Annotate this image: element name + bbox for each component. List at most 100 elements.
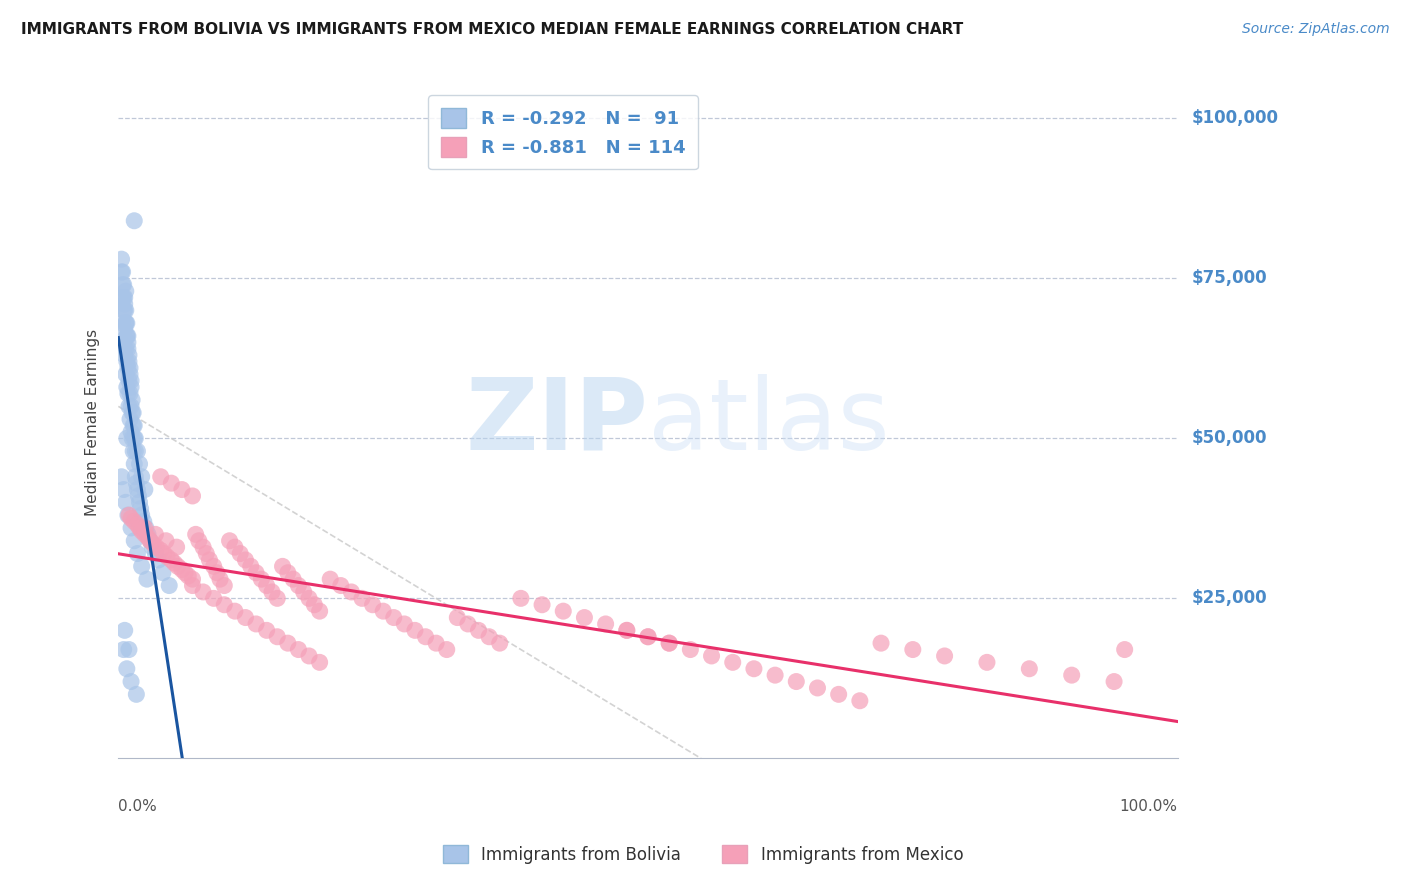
Point xyxy=(134,521,156,535)
Point xyxy=(117,342,139,356)
Point xyxy=(181,572,204,586)
Point xyxy=(122,418,145,433)
Point xyxy=(114,624,136,638)
Point xyxy=(287,578,309,592)
Point xyxy=(142,537,165,551)
Point xyxy=(110,265,132,279)
Point xyxy=(271,559,294,574)
Point xyxy=(115,354,138,368)
Point xyxy=(849,694,872,708)
Point xyxy=(128,495,150,509)
Point xyxy=(298,591,321,606)
Point xyxy=(120,380,142,394)
Point xyxy=(239,559,262,574)
Point xyxy=(553,604,575,618)
Point xyxy=(131,508,153,523)
Point xyxy=(124,469,146,483)
Text: 100.0%: 100.0% xyxy=(1119,798,1178,814)
Point xyxy=(120,425,142,439)
Point xyxy=(1102,674,1125,689)
Point xyxy=(118,361,141,376)
Point xyxy=(118,354,141,368)
Point xyxy=(152,566,174,580)
Point xyxy=(166,540,188,554)
Point xyxy=(114,495,136,509)
Point xyxy=(191,585,214,599)
Point xyxy=(637,630,659,644)
Point xyxy=(121,406,143,420)
Text: IMMIGRANTS FROM BOLIVIA VS IMMIGRANTS FROM MEXICO MEDIAN FEMALE EARNINGS CORRELA: IMMIGRANTS FROM BOLIVIA VS IMMIGRANTS FR… xyxy=(21,22,963,37)
Point xyxy=(205,566,228,580)
Point xyxy=(134,527,156,541)
Point xyxy=(112,642,135,657)
Point xyxy=(111,316,134,330)
Point xyxy=(163,556,186,570)
Point xyxy=(114,291,136,305)
Point xyxy=(245,566,267,580)
Point xyxy=(166,559,188,574)
Point xyxy=(281,572,304,586)
Point xyxy=(129,501,152,516)
Point xyxy=(277,566,299,580)
Point xyxy=(218,533,240,548)
Point xyxy=(120,374,142,388)
Point xyxy=(117,335,139,350)
Point xyxy=(742,662,765,676)
Point xyxy=(134,483,156,497)
Point xyxy=(118,348,141,362)
Point xyxy=(658,636,681,650)
Point xyxy=(976,656,998,670)
Point xyxy=(373,604,395,618)
Point xyxy=(224,604,246,618)
Point xyxy=(122,431,145,445)
Point xyxy=(132,515,155,529)
Point xyxy=(128,521,150,535)
Point xyxy=(157,578,180,592)
Point xyxy=(122,418,145,433)
Point xyxy=(700,648,723,663)
Point xyxy=(131,524,153,538)
Point xyxy=(118,368,141,382)
Point xyxy=(319,572,342,586)
Point xyxy=(181,489,204,503)
Point xyxy=(117,508,139,523)
Point xyxy=(114,316,136,330)
Point xyxy=(112,483,135,497)
Text: $100,000: $100,000 xyxy=(1191,110,1278,128)
Point xyxy=(118,642,141,657)
Point xyxy=(277,636,299,650)
Point xyxy=(806,681,828,695)
Point xyxy=(110,469,132,483)
Point xyxy=(616,624,638,638)
Point xyxy=(115,329,138,343)
Point xyxy=(195,547,218,561)
Point xyxy=(214,598,236,612)
Point xyxy=(145,547,167,561)
Point xyxy=(149,543,172,558)
Point xyxy=(118,386,141,401)
Point xyxy=(114,297,136,311)
Point xyxy=(127,547,149,561)
Point xyxy=(174,566,197,580)
Point xyxy=(114,368,136,382)
Point xyxy=(117,386,139,401)
Point xyxy=(198,553,221,567)
Point xyxy=(148,553,170,567)
Point xyxy=(436,642,458,657)
Point xyxy=(467,624,489,638)
Point xyxy=(139,533,162,548)
Point xyxy=(114,316,136,330)
Point xyxy=(184,527,207,541)
Point xyxy=(120,511,142,525)
Point xyxy=(120,400,142,414)
Point xyxy=(191,540,214,554)
Point xyxy=(827,687,849,701)
Point xyxy=(934,648,956,663)
Y-axis label: Median Female Earnings: Median Female Earnings xyxy=(86,329,100,516)
Point xyxy=(209,572,232,586)
Point xyxy=(287,642,309,657)
Point xyxy=(115,431,138,445)
Point xyxy=(127,444,149,458)
Point xyxy=(229,547,252,561)
Point xyxy=(160,476,183,491)
